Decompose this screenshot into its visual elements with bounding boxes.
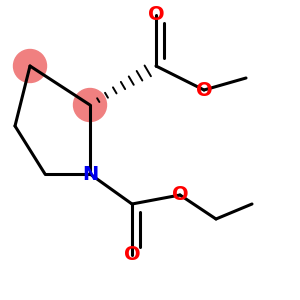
Text: N: N bbox=[82, 164, 98, 184]
Circle shape bbox=[14, 50, 46, 82]
Text: O: O bbox=[196, 80, 212, 100]
Text: O: O bbox=[124, 245, 140, 265]
Text: O: O bbox=[148, 5, 164, 25]
Circle shape bbox=[74, 88, 106, 122]
Text: O: O bbox=[172, 185, 188, 205]
